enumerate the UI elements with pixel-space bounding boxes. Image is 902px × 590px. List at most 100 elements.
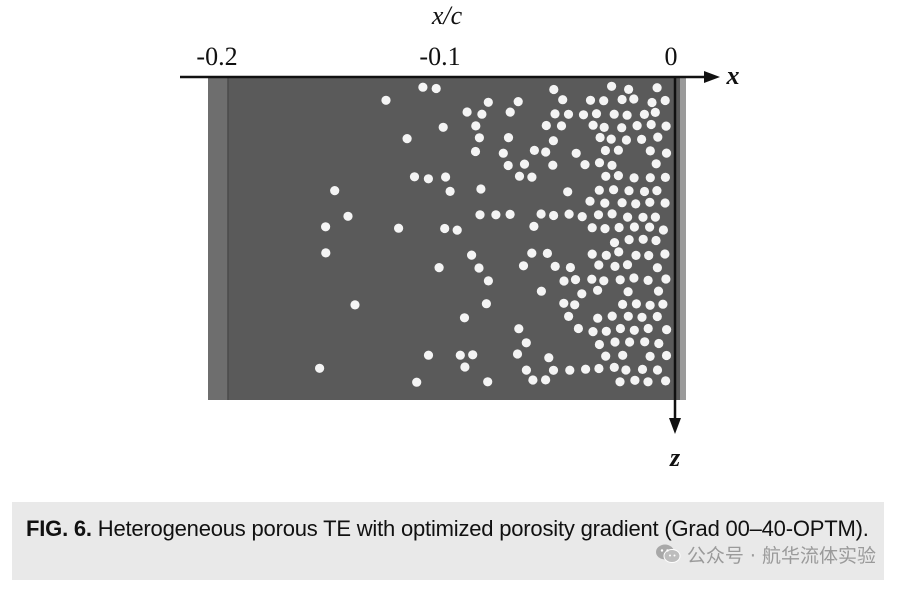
pore bbox=[652, 365, 663, 375]
pore bbox=[651, 235, 661, 246]
pore bbox=[637, 134, 647, 144]
pore bbox=[629, 222, 640, 232]
pore bbox=[644, 250, 654, 261]
pore bbox=[548, 365, 559, 375]
pore bbox=[418, 82, 428, 92]
pore bbox=[434, 263, 444, 273]
pore bbox=[661, 121, 671, 131]
pore bbox=[609, 238, 620, 248]
pore bbox=[643, 377, 653, 387]
pore bbox=[615, 323, 626, 334]
pore bbox=[491, 210, 501, 220]
pore bbox=[660, 95, 670, 106]
pore bbox=[609, 185, 619, 195]
pore bbox=[643, 275, 653, 285]
pore bbox=[548, 136, 559, 146]
pore bbox=[638, 234, 648, 244]
x-tick-0: 0 bbox=[665, 42, 678, 71]
pore bbox=[529, 221, 539, 231]
pore bbox=[661, 274, 671, 284]
pore bbox=[512, 349, 523, 359]
figure-caption: FIG. 6. Heterogeneous porous TE with opt… bbox=[26, 514, 870, 543]
porous-te-diagram: x/c -0.2 -0.1 0 x z bbox=[180, 1, 740, 472]
pore bbox=[459, 313, 470, 323]
watermark: 公众号 · 航华流体实验 bbox=[655, 540, 876, 568]
pore bbox=[624, 186, 634, 196]
pore bbox=[660, 198, 670, 208]
caption-box: FIG. 6. Heterogeneous porous TE with opt… bbox=[12, 502, 884, 580]
pore bbox=[652, 186, 662, 196]
figure: x/c -0.2 -0.1 0 x z bbox=[180, 1, 740, 472]
pore bbox=[594, 260, 604, 270]
caption-text: Heterogeneous porous TE with optimized p… bbox=[91, 516, 869, 541]
pore bbox=[587, 274, 597, 284]
pore bbox=[477, 109, 487, 119]
pore bbox=[564, 209, 574, 219]
pore bbox=[624, 235, 634, 245]
pore bbox=[514, 171, 525, 181]
pore bbox=[481, 299, 491, 309]
pore bbox=[440, 223, 450, 234]
pore bbox=[550, 109, 560, 119]
pore bbox=[588, 327, 598, 337]
pore bbox=[630, 375, 640, 385]
pore bbox=[564, 311, 574, 321]
pore bbox=[613, 171, 624, 181]
pore bbox=[587, 249, 597, 259]
pore bbox=[330, 186, 340, 196]
x-tick-minus-0-1: -0.1 bbox=[419, 42, 460, 71]
pore bbox=[483, 276, 493, 286]
pore bbox=[613, 145, 624, 155]
pore bbox=[527, 248, 537, 258]
pore bbox=[585, 95, 596, 105]
pore bbox=[350, 300, 360, 310]
pore bbox=[452, 225, 462, 235]
pore bbox=[610, 337, 620, 347]
pore bbox=[528, 375, 538, 385]
x-over-c-label: x/c bbox=[431, 1, 463, 30]
pore bbox=[571, 148, 581, 158]
pore bbox=[624, 84, 634, 94]
pore bbox=[550, 261, 560, 271]
pore bbox=[650, 107, 660, 117]
pore bbox=[599, 276, 609, 286]
pore bbox=[647, 97, 657, 108]
pore bbox=[639, 109, 650, 119]
pore bbox=[468, 350, 478, 360]
pore bbox=[402, 134, 412, 144]
pore bbox=[609, 362, 619, 372]
pore bbox=[645, 222, 655, 232]
pore bbox=[549, 84, 559, 95]
figure-number: FIG. 6. bbox=[26, 516, 92, 541]
pore bbox=[660, 172, 671, 182]
pore bbox=[467, 250, 477, 260]
pore bbox=[343, 211, 353, 221]
pore bbox=[640, 337, 650, 347]
pore bbox=[654, 338, 664, 349]
pore bbox=[593, 210, 604, 220]
pore bbox=[529, 145, 540, 155]
pore bbox=[621, 135, 632, 145]
pore bbox=[580, 160, 590, 170]
pore bbox=[471, 121, 481, 131]
pore bbox=[544, 353, 554, 363]
pore bbox=[637, 364, 648, 374]
pore bbox=[658, 299, 668, 309]
pore bbox=[629, 273, 639, 283]
pore bbox=[645, 197, 655, 207]
pore bbox=[650, 212, 661, 222]
pore bbox=[607, 160, 617, 170]
pore bbox=[570, 275, 581, 285]
pore bbox=[631, 199, 641, 209]
pore bbox=[521, 365, 532, 375]
pore bbox=[558, 95, 568, 105]
pore bbox=[570, 300, 580, 310]
pore bbox=[629, 173, 639, 183]
pore bbox=[549, 210, 559, 221]
pore bbox=[573, 323, 584, 334]
pore bbox=[617, 123, 627, 133]
pore bbox=[653, 286, 664, 296]
pore bbox=[600, 224, 610, 234]
pore bbox=[514, 324, 524, 334]
pore bbox=[518, 261, 529, 271]
